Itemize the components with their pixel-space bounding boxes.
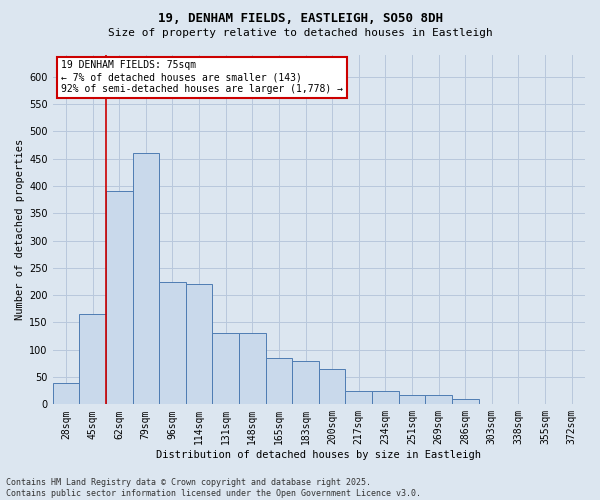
Bar xyxy=(398,394,425,404)
Y-axis label: Number of detached properties: Number of detached properties xyxy=(15,139,25,320)
Bar xyxy=(425,394,452,404)
Bar xyxy=(186,284,212,405)
X-axis label: Distribution of detached houses by size in Eastleigh: Distribution of detached houses by size … xyxy=(157,450,481,460)
Bar xyxy=(212,334,239,404)
Bar xyxy=(452,399,479,404)
Bar xyxy=(292,360,319,405)
Bar xyxy=(346,390,372,404)
Bar xyxy=(53,382,79,404)
Text: 19, DENHAM FIELDS, EASTLEIGH, SO50 8DH: 19, DENHAM FIELDS, EASTLEIGH, SO50 8DH xyxy=(157,12,443,26)
Bar xyxy=(106,192,133,404)
Bar xyxy=(133,153,159,405)
Bar xyxy=(372,390,398,404)
Bar xyxy=(79,314,106,404)
Bar xyxy=(239,334,266,404)
Text: 19 DENHAM FIELDS: 75sqm
← 7% of detached houses are smaller (143)
92% of semi-de: 19 DENHAM FIELDS: 75sqm ← 7% of detached… xyxy=(61,60,343,94)
Bar xyxy=(159,282,186,405)
Text: Size of property relative to detached houses in Eastleigh: Size of property relative to detached ho… xyxy=(107,28,493,38)
Bar xyxy=(266,358,292,405)
Text: Contains HM Land Registry data © Crown copyright and database right 2025.
Contai: Contains HM Land Registry data © Crown c… xyxy=(6,478,421,498)
Bar xyxy=(319,369,346,404)
